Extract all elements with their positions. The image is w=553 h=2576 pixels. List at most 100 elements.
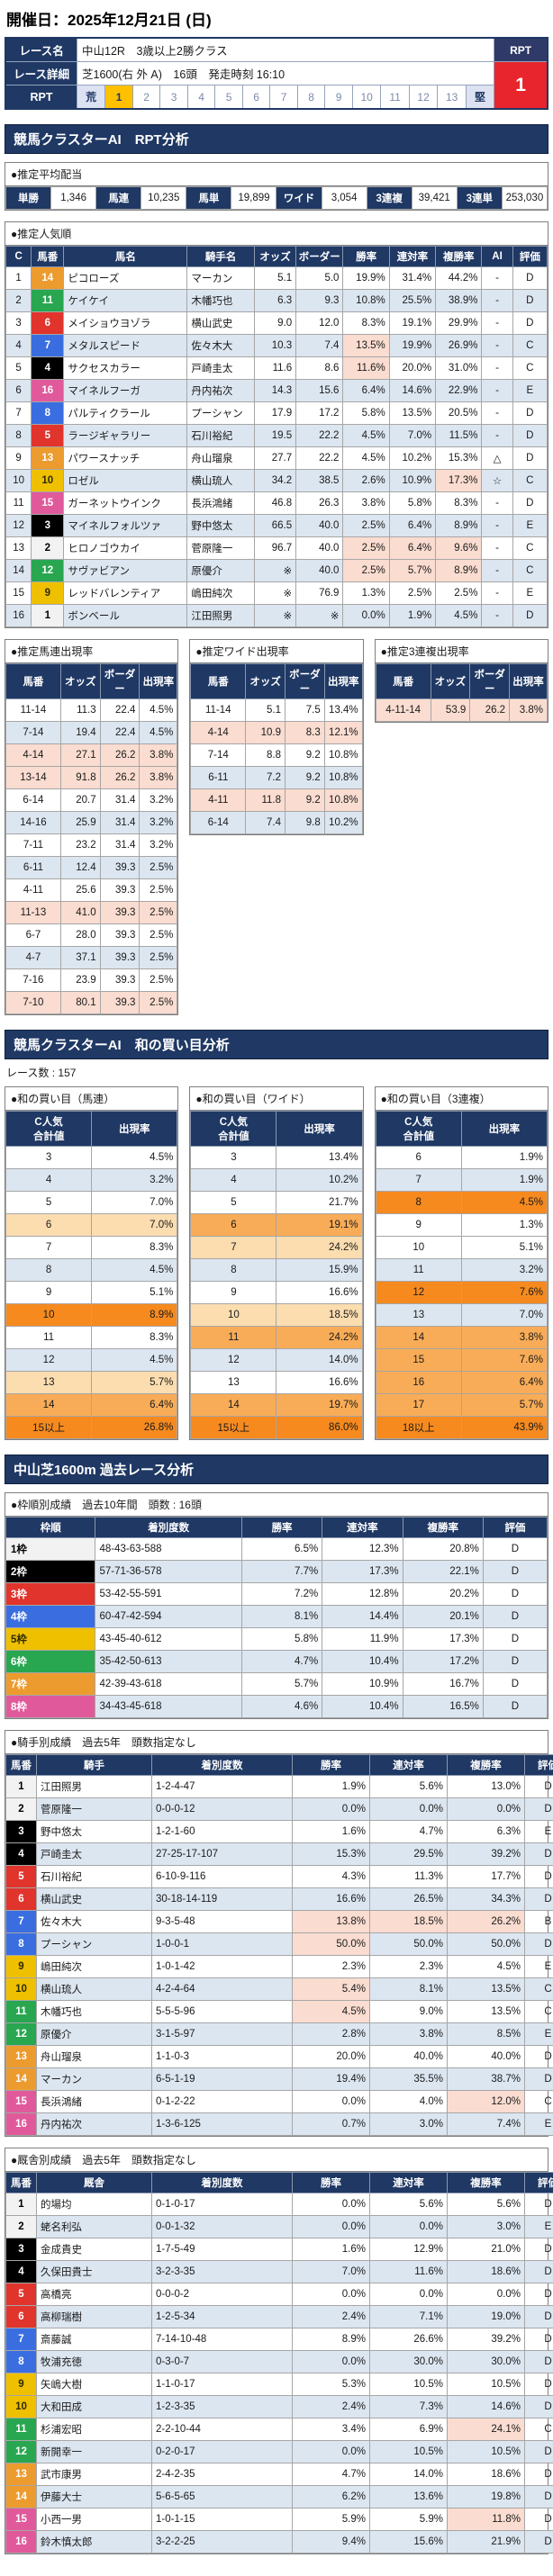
rpt-cell-堅[interactable]: 堅	[466, 86, 494, 110]
c-rank: 15	[6, 582, 32, 605]
rpt-cell-9[interactable]: 9	[325, 86, 353, 110]
ren-rate: 5.7%	[389, 560, 435, 582]
rate-value: 10.8%	[324, 767, 362, 789]
sum-value: 8	[376, 1192, 461, 1214]
trainer-name: 斎藤誠	[37, 2328, 152, 2351]
win-rate: 4.5%	[343, 447, 389, 470]
rpt-cell-11[interactable]: 11	[381, 86, 409, 110]
section-past-analysis: 中山芝1600m 過去レース分析	[5, 1455, 548, 1484]
record-value: 0-2-0-17	[152, 2441, 293, 2463]
ren-rate: 50.0%	[370, 1933, 448, 1956]
eval-mark: E	[525, 2216, 553, 2238]
rpt-cell-6[interactable]: 6	[242, 86, 270, 110]
ren-rate: 29.5%	[370, 1843, 448, 1866]
rpt-cell-4[interactable]: 4	[187, 86, 215, 110]
horse-name: ガーネットウインク	[64, 492, 187, 515]
fuku-rate: 0.0%	[448, 1798, 525, 1821]
record-value: 35-42-50-613	[95, 1651, 241, 1673]
win-rate: 1.3%	[343, 582, 389, 605]
wa-title: ●和の買い目（3連複）	[376, 1087, 548, 1111]
rpt-cell-3[interactable]: 3	[160, 86, 188, 110]
payout-label: 単勝	[6, 187, 51, 210]
eval-mark: C	[525, 2418, 553, 2441]
rate-value: 8.9%	[92, 1304, 177, 1327]
odds-value: 25.9	[60, 812, 100, 834]
rpt-cell-10[interactable]: 10	[352, 86, 381, 110]
border-value: 40.0	[296, 560, 343, 582]
rate-value: 5.7%	[92, 1372, 177, 1394]
fuku-rate: 20.1%	[403, 1606, 483, 1628]
win-rate: 0.0%	[293, 2351, 370, 2373]
popularity-header-cell: オッズ	[254, 247, 295, 267]
header-cell: オッズ	[246, 664, 286, 699]
border-value: 9.3	[296, 290, 343, 312]
stable-table: 馬番厩舎着別度数勝率連対率複勝率評価1的場均0-1-0-170.0%5.6%5.…	[5, 2172, 553, 2553]
sum-value: 3	[191, 1147, 276, 1169]
jockey-name: 横山武史	[37, 1888, 152, 1911]
odds-value: 19.4	[60, 722, 100, 744]
rpt-cell-2[interactable]: 2	[132, 86, 160, 110]
win-rate: 13.5%	[343, 335, 389, 357]
rpt-cell-1[interactable]: 1	[105, 86, 133, 110]
payout-label: 馬単	[186, 187, 231, 210]
header-cell-rate: 出現率	[276, 1112, 362, 1147]
border-value: 22.2	[296, 425, 343, 447]
jockey-name: 戸崎圭太	[187, 357, 254, 380]
rpt-cell-7[interactable]: 7	[270, 86, 298, 110]
horse-number: 9	[6, 2373, 37, 2396]
ren-rate: 14.0%	[370, 2463, 448, 2486]
record-value: 9-3-5-48	[152, 1911, 293, 1933]
rpt-cell-12[interactable]: 12	[409, 86, 438, 110]
rpt-cell-13[interactable]: 13	[438, 86, 467, 110]
fuku-rate: 0.0%	[448, 2283, 525, 2306]
eval-mark: C	[525, 1978, 553, 2001]
odds-value: 17.9	[254, 402, 295, 425]
horse-number: 8	[6, 1933, 37, 1956]
horse-number: 14	[6, 2486, 37, 2508]
frame-label: 7枠	[6, 1673, 95, 1696]
rpt-cell-8[interactable]: 8	[297, 86, 325, 110]
jockey-name: 横山琉人	[37, 1978, 152, 2001]
header-cell: 連対率	[370, 1755, 448, 1776]
eval-mark: D	[525, 2068, 553, 2091]
rpt-cell-5[interactable]: 5	[215, 86, 243, 110]
popularity-header-cell: 勝率	[343, 247, 389, 267]
win-rate: 2.8%	[293, 2023, 370, 2046]
sum-value: 17	[376, 1394, 461, 1417]
ren-rate: 10.2%	[389, 447, 435, 470]
sum-value: 11	[376, 1259, 461, 1282]
trainer-name: 杉浦宏昭	[37, 2418, 152, 2441]
border-value: 22.4	[100, 699, 140, 722]
win-rate: 6.2%	[293, 2486, 370, 2508]
ren-rate: 2.3%	[370, 1956, 448, 1978]
jockey-name: 石川裕紀	[187, 425, 254, 447]
eval-mark: D	[525, 1776, 553, 1798]
race-name-label: レース名	[5, 38, 77, 62]
pair-numbers: 13-14	[6, 767, 61, 789]
rate-value: 13.4%	[324, 699, 362, 722]
ren-rate: 3.8%	[370, 2023, 448, 2046]
jockey-name: 戸崎圭太	[37, 1843, 152, 1866]
border-value: 39.3	[100, 924, 140, 947]
rpt-cell-荒[interactable]: 荒	[77, 86, 105, 110]
jockey-table: 馬番騎手着別度数勝率連対率複勝率評価1江田照男1-2-4-471.9%5.6%1…	[5, 1754, 553, 2136]
header-row: C人気 合計値出現率	[191, 1112, 362, 1147]
